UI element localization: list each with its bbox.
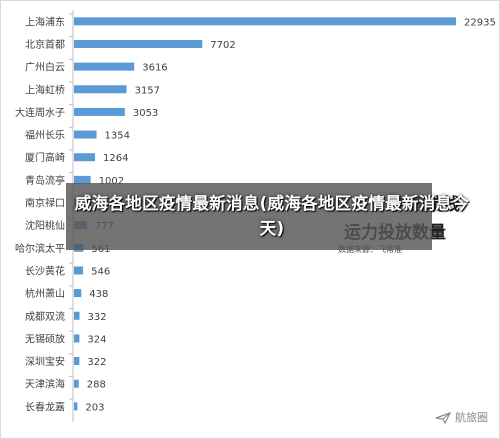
value-label: 203 bbox=[85, 402, 104, 413]
category-label: 深圳宝安 bbox=[25, 355, 65, 368]
bar bbox=[74, 39, 203, 48]
bar bbox=[74, 289, 82, 298]
watermark: 航旅圈 bbox=[435, 409, 488, 425]
value-label: 22935 bbox=[464, 17, 496, 28]
value-label: 1354 bbox=[105, 131, 130, 142]
bar bbox=[74, 107, 125, 116]
value-label: 3157 bbox=[135, 85, 160, 96]
bar bbox=[74, 266, 84, 275]
category-label: 厦门高崎 bbox=[25, 151, 65, 164]
bar bbox=[74, 62, 135, 71]
category-label: 福州长乐 bbox=[25, 129, 65, 142]
bar bbox=[74, 17, 456, 26]
value-label: 322 bbox=[87, 357, 106, 368]
bar bbox=[74, 85, 127, 94]
bar bbox=[74, 334, 80, 343]
category-label: 上海虹桥 bbox=[25, 83, 65, 96]
value-label: 7702 bbox=[210, 40, 235, 51]
value-label: 3616 bbox=[142, 63, 167, 74]
bar bbox=[74, 130, 97, 139]
value-label: 3053 bbox=[133, 108, 158, 119]
value-label: 324 bbox=[87, 334, 106, 345]
caption-overlay bbox=[66, 183, 432, 250]
category-label: 无锡硕放 bbox=[25, 332, 65, 345]
value-label: 1264 bbox=[103, 153, 128, 164]
value-label: 438 bbox=[89, 289, 108, 300]
bar bbox=[74, 311, 80, 320]
bar bbox=[74, 402, 78, 411]
category-label: 北京首都 bbox=[25, 38, 65, 51]
bar bbox=[74, 379, 79, 388]
value-label: 1002 bbox=[99, 176, 124, 187]
category-label: 长沙黄花 bbox=[25, 264, 65, 277]
category-label: 长春龙嘉 bbox=[25, 400, 65, 413]
category-label: 成都双流 bbox=[25, 310, 65, 323]
category-label: 南京禄口 bbox=[25, 197, 65, 210]
category-label: 广州白云 bbox=[25, 61, 65, 74]
bar bbox=[74, 357, 80, 366]
caption-text: 威海各地区疫情最新消息(威海各地区疫情最新消息今天) bbox=[74, 194, 470, 238]
category-label: 青岛流亭 bbox=[25, 174, 65, 187]
value-label: 288 bbox=[87, 380, 106, 391]
category-label: 大连周水子 bbox=[15, 106, 65, 119]
plane-icon bbox=[435, 411, 451, 424]
category-label: 天津滨海 bbox=[25, 378, 65, 391]
category-label: 沈阳桃仙 bbox=[25, 219, 65, 232]
category-label: 上海浦东 bbox=[25, 15, 65, 28]
category-label: 杭州萧山 bbox=[25, 287, 65, 300]
category-label: 哈尔滨太平 bbox=[15, 242, 65, 255]
value-label: 546 bbox=[91, 266, 110, 277]
bar bbox=[74, 153, 96, 162]
bar bbox=[74, 175, 91, 184]
value-label: 332 bbox=[88, 312, 107, 323]
watermark-label: 航旅圈 bbox=[455, 411, 488, 424]
